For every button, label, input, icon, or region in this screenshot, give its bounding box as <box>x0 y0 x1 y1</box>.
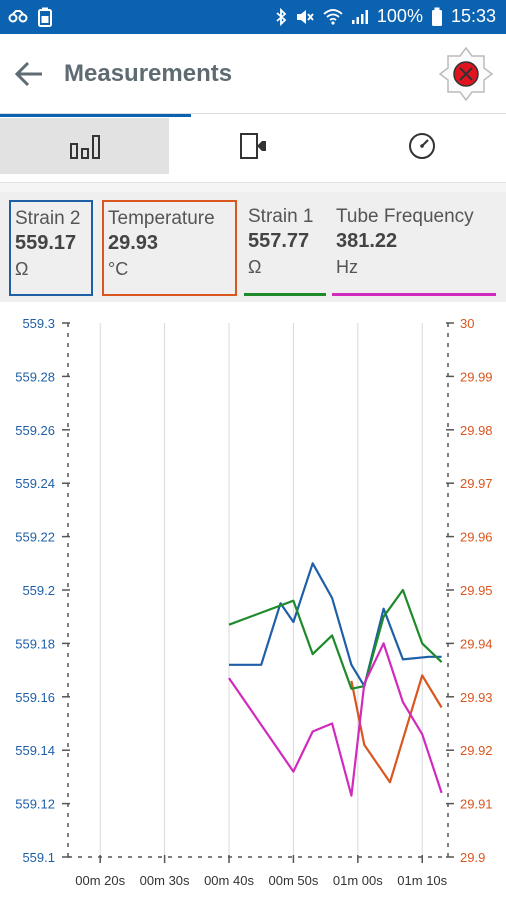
app-bar: Measurements <box>0 34 506 114</box>
tab-bar <box>0 114 506 182</box>
left-tick-label: 559.3 <box>22 316 55 331</box>
legend-card-temperature[interactable]: Temperature 29.93 °C <box>102 200 237 296</box>
right-tick-label: 29.96 <box>460 530 493 545</box>
mute-icon <box>295 8 315 26</box>
legend-unit: °C <box>108 259 129 279</box>
series-line-temperature <box>350 674 443 784</box>
right-tick-label: 29.97 <box>460 476 493 491</box>
right-tick-label: 29.93 <box>460 690 493 705</box>
legend-value: 29.93 <box>108 232 159 254</box>
tab-gauge[interactable] <box>337 118 506 174</box>
gauge-icon <box>408 133 435 159</box>
right-tick-label: 29.94 <box>460 636 493 651</box>
active-tab-indicator <box>0 114 191 117</box>
legend-card-strain-1[interactable]: Strain 1 557.77 Ω <box>244 200 326 296</box>
bluetooth-icon <box>275 7 287 26</box>
series-line-strain-1 <box>228 588 443 690</box>
connection-status-button[interactable] <box>436 44 496 104</box>
right-tick-label: 29.91 <box>460 797 493 812</box>
series-line-strain-2 <box>229 562 442 688</box>
wifi-icon <box>323 8 343 26</box>
legend-name: Strain 2 <box>15 208 81 229</box>
left-tick-label: 559.16 <box>15 690 55 705</box>
status-bar: 100% 15:33 <box>0 0 506 34</box>
page-title: Measurements <box>64 60 233 87</box>
right-tick-label: 29.92 <box>460 743 493 758</box>
right-tick-label: 30 <box>460 316 474 331</box>
legend-unit: Ω <box>15 259 29 279</box>
bar-chart-icon <box>69 135 100 159</box>
left-tick-label: 559.2 <box>22 583 55 598</box>
legend-card-tube-frequency[interactable]: Tube Frequency 381.22 Hz <box>332 200 496 296</box>
legend-name: Temperature <box>108 208 215 229</box>
legend-name: Strain 1 <box>248 206 314 227</box>
signal-icon <box>351 9 369 25</box>
x-tick-label: 01m 10s <box>397 873 447 888</box>
clock: 15:33 <box>450 6 496 26</box>
right-tick-label: 29.95 <box>460 583 493 598</box>
battery-percent: 100% <box>376 6 423 26</box>
series-line-tube-frequency <box>228 642 443 797</box>
measurement-chart[interactable]: 559.1 559.12 559.14 559.16 559.18 559.2 559.22… <box>0 302 506 900</box>
left-tick-label: 559.28 <box>15 369 55 384</box>
x-tick-label: 00m 30s <box>140 873 190 888</box>
left-tick-label: 559.14 <box>15 743 55 758</box>
x-tick-label: 00m 50s <box>268 873 318 888</box>
right-tick-label: 29.9 <box>460 850 485 865</box>
legend-unit: Ω <box>248 257 262 277</box>
left-tick-label: 559.24 <box>15 476 55 491</box>
chart-svg: 559.1 559.12 559.14 559.16 559.18 559.2 559.22… <box>15 316 493 888</box>
left-tick-label: 559.12 <box>15 797 55 812</box>
legend-unit: Hz <box>336 257 358 277</box>
x-tick-label: 01m 00s <box>333 873 383 888</box>
tab-chart[interactable] <box>0 118 169 174</box>
legend-card-strain-2[interactable]: Strain 2 559.17 Ω <box>9 200 93 296</box>
section-divider <box>0 182 506 192</box>
x-tick-label: 00m 40s <box>204 873 254 888</box>
right-tick-label: 29.99 <box>460 369 493 384</box>
arrow-left-icon <box>14 61 42 87</box>
battery-saver-icon <box>38 7 52 27</box>
legend-name: Tube Frequency <box>336 206 474 227</box>
notification-icon <box>8 9 28 25</box>
left-tick-label: 559.18 <box>15 636 55 651</box>
right-tick-label: 29.98 <box>460 423 493 438</box>
connection-status-icon <box>438 46 494 102</box>
left-tick-label: 559.22 <box>15 530 55 545</box>
back-button[interactable] <box>12 56 48 92</box>
battery-icon <box>431 7 443 27</box>
legend-panel: Strain 2 559.17 Ω Temperature 29.93 °C S… <box>0 192 506 302</box>
left-tick-label: 559.26 <box>15 423 55 438</box>
legend-value: 559.17 <box>15 232 77 254</box>
export-icon <box>240 133 266 159</box>
legend-value: 381.22 <box>336 230 398 252</box>
left-tick-label: 559.1 <box>22 850 55 865</box>
x-tick-label: 00m 20s <box>75 873 125 888</box>
tab-export[interactable] <box>169 118 337 174</box>
legend-value: 557.77 <box>248 230 310 252</box>
